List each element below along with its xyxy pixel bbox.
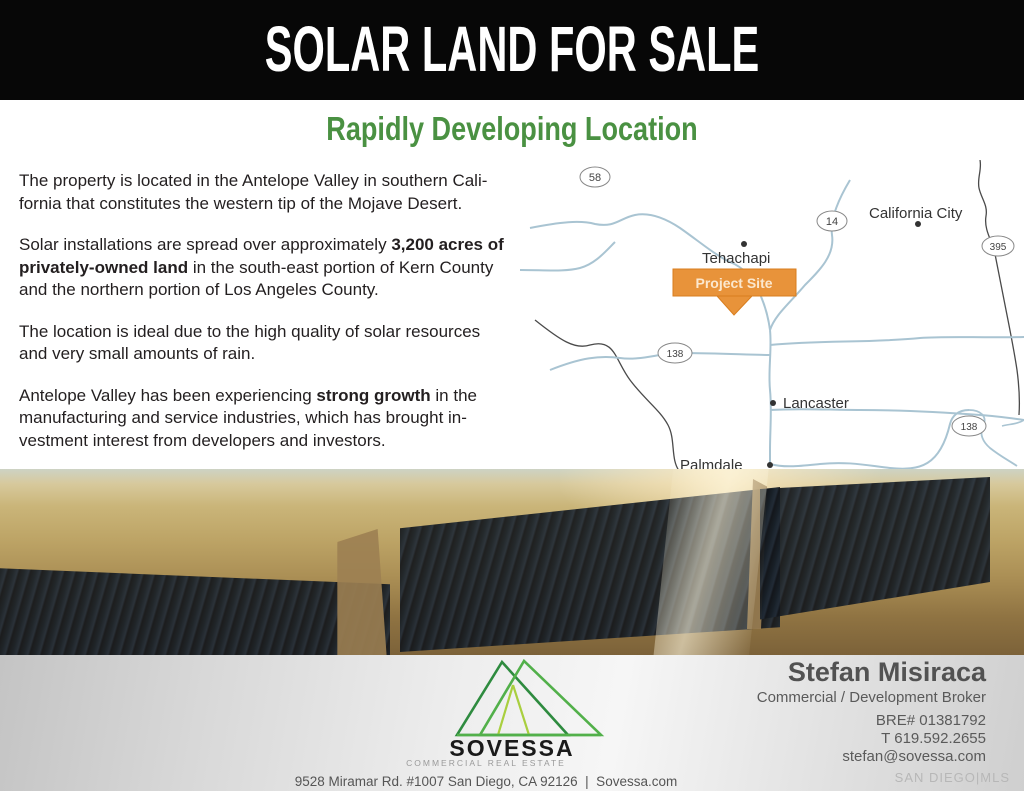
svg-text:California City: California City [869,205,963,222]
svg-text:Lancaster: Lancaster [783,395,849,412]
svg-text:395: 395 [990,242,1007,253]
svg-text:138: 138 [961,422,978,433]
svg-text:138: 138 [667,349,684,360]
svg-text:14: 14 [826,216,838,228]
svg-text:Project Site: Project Site [695,275,772,291]
svg-text:58: 58 [589,172,601,184]
svg-text:Tehachapi: Tehachapi [702,250,770,267]
